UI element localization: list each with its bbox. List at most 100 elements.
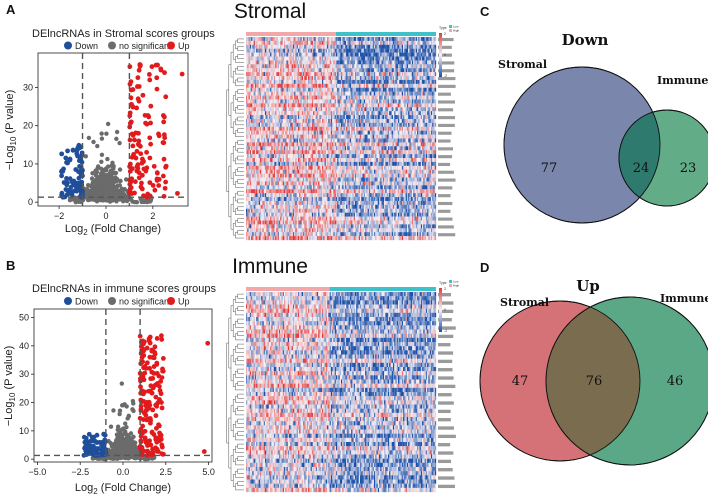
heatmap-cell (413, 99, 415, 104)
heatmap-cell (297, 64, 300, 69)
heatmap-cell (401, 72, 404, 77)
heatmap-cell (432, 83, 434, 88)
heatmap-cell (372, 72, 375, 77)
heatmap-cell (363, 103, 366, 108)
heatmap-cell (289, 91, 291, 96)
point-up (133, 155, 139, 161)
heatmap-cell (430, 76, 433, 81)
heatmap-cell (314, 95, 316, 100)
heatmap-cell (305, 107, 307, 112)
heatmap-cell (392, 87, 395, 92)
heatmap-cell (339, 118, 342, 124)
point-down (66, 190, 72, 196)
heatmap-cell (261, 118, 263, 124)
heatmap-cell (392, 83, 395, 88)
heatmap-cell (394, 118, 396, 124)
heatmap-cell (406, 76, 409, 81)
heatmap-cell (390, 64, 392, 69)
heatmap-cell (390, 44, 392, 49)
heatmap-cell (418, 103, 420, 108)
heatmap-cell (254, 40, 257, 45)
heatmap-cell (372, 103, 375, 108)
heatmap-cell (305, 103, 307, 108)
heatmap-cell (323, 60, 325, 65)
heatmap-cell (344, 91, 347, 96)
heatmap-cell (429, 83, 432, 88)
heatmap-cell (282, 111, 285, 116)
heatmap-cell (268, 72, 271, 77)
heatmap-cell (391, 76, 394, 81)
heatmap-cell (253, 99, 256, 104)
heatmap-cell (334, 83, 337, 88)
heatmap-cell (247, 76, 249, 81)
heatmap-cell (300, 87, 302, 92)
heatmap-cell (434, 107, 437, 112)
point-down (64, 182, 70, 188)
heatmap-cell (294, 111, 296, 116)
heatmap-cell (420, 48, 423, 53)
heatmap-cell (332, 76, 334, 81)
heatmap-cell (433, 103, 435, 108)
heatmap-cell (299, 48, 301, 53)
heatmap-cell (323, 68, 325, 73)
heatmap-cell (303, 48, 305, 53)
heatmap-cell (387, 115, 390, 120)
heatmap-cell (380, 52, 382, 57)
heatmap-cell (392, 40, 395, 45)
heatmap-cell (299, 83, 301, 88)
heatmap-cell (379, 79, 381, 84)
heatmap-cell (379, 111, 381, 116)
heatmap-cell (384, 72, 386, 77)
heatmap-cell (387, 44, 390, 49)
heatmap-cell (409, 103, 411, 108)
heatmap-cell (419, 111, 421, 116)
heatmap-cell (351, 87, 353, 92)
heatmap-cell (351, 79, 353, 84)
heatmap-cell (366, 56, 368, 61)
heatmap-cell (256, 87, 258, 92)
heatmap-cell (256, 91, 258, 96)
heatmap-cell (248, 44, 250, 49)
dendrogram-branch (237, 105, 244, 110)
heatmap-cell (344, 64, 347, 69)
heatmap-cell (360, 52, 362, 57)
heatmap-cell (290, 95, 292, 100)
heatmap-cell (385, 37, 387, 42)
heatmap-cell (354, 40, 357, 45)
heatmap-cell (400, 44, 402, 49)
heatmap-cell (344, 76, 347, 81)
dendrogram-branch (235, 79, 244, 87)
point-up (179, 71, 185, 77)
heatmap-cell (382, 60, 385, 65)
heatmap-cell (382, 107, 385, 112)
heatmap-cell (297, 52, 300, 57)
heatmap-cell (254, 64, 257, 69)
heatmap-cell (325, 103, 328, 108)
heatmap-cell (394, 111, 396, 116)
heatmap-cell (399, 118, 401, 124)
heatmap-cell (313, 95, 315, 100)
heatmap-cell (263, 60, 266, 65)
heatmap-cell (384, 115, 386, 120)
heatmap-cell (419, 87, 421, 92)
heatmap-cell (258, 115, 261, 120)
heatmap-cell (413, 83, 415, 88)
heatmap-cell (415, 40, 418, 45)
heatmap-cell (334, 37, 337, 42)
heatmap-cell (314, 40, 316, 45)
heatmap-cell (367, 95, 370, 100)
heatmap-cell (406, 115, 409, 120)
heatmap-cell (251, 107, 253, 112)
heatmap-cell (411, 40, 414, 45)
heatmap-cell (320, 37, 323, 42)
heatmap-cell (290, 64, 292, 69)
heatmap-cell (301, 72, 304, 77)
heatmap-cell (249, 37, 252, 42)
heatmap-cell (367, 44, 370, 49)
heatmap-cell (285, 87, 287, 92)
point-not-significant (115, 192, 120, 198)
heatmap-cell (248, 56, 250, 61)
heatmap-cell (414, 111, 416, 116)
heatmap-cell (395, 111, 397, 116)
